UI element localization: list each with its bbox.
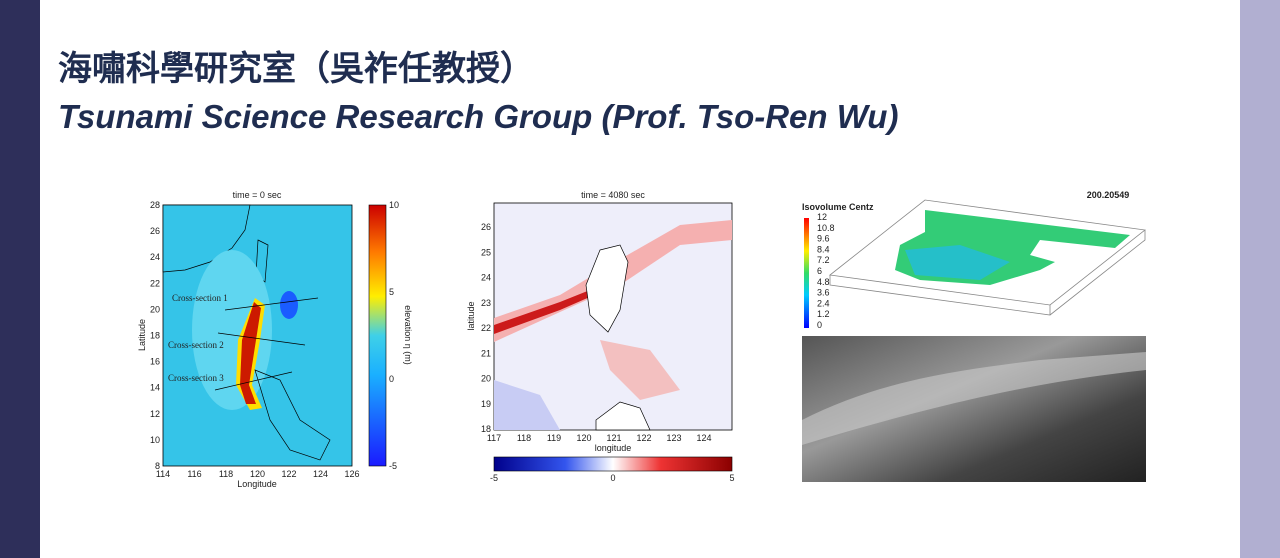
section-line [217, 332, 306, 346]
x-label: longitude [595, 443, 632, 453]
legend-tick: 7.2 [817, 255, 830, 265]
y-label: Latitude [137, 319, 147, 351]
wave-red [240, 302, 261, 404]
y-tick-label: 8 [155, 461, 160, 471]
figure-title: time = 0 sec [233, 190, 282, 200]
x-tick-label: 118 [517, 433, 531, 443]
colorbar-tick: 0 [610, 473, 615, 483]
legend-tick: 8.4 [817, 244, 830, 254]
taiwan [585, 244, 629, 333]
x-tick-label: 121 [606, 433, 621, 443]
x-tick-label: 123 [666, 433, 681, 443]
section-line [214, 371, 293, 391]
colorbar-tick: 5 [729, 473, 734, 483]
legend-tick: 1.2 [817, 309, 830, 319]
y-tick-label: 20 [481, 374, 491, 384]
luzon [595, 401, 651, 431]
legend-tick: 12 [817, 212, 827, 222]
x-tick-label: 118 [219, 469, 233, 479]
y-tick-label: 14 [150, 383, 160, 393]
figure-title: time = 4080 sec [581, 190, 645, 200]
wave-blue [280, 291, 298, 319]
photo-detail [802, 352, 1146, 445]
y-tick-label: 26 [150, 226, 160, 236]
colorbar [368, 204, 387, 467]
y-tick-label: 26 [481, 222, 491, 232]
legend-bar [804, 218, 809, 328]
colorbar-tick: 0 [389, 374, 394, 384]
annotation: Cross-section 3 [168, 373, 224, 383]
legend-tick: 10.8 [817, 223, 835, 233]
section-line [224, 297, 319, 311]
x-tick-label: 120 [250, 469, 265, 479]
x-tick-label: 120 [576, 433, 591, 443]
colorbar-tick: 10 [389, 200, 399, 210]
y-tick-label: 22 [150, 278, 160, 288]
x-tick-label: 122 [636, 433, 651, 443]
x-tick-label: 116 [187, 469, 201, 479]
y-tick-label: 28 [150, 200, 160, 210]
islands [254, 369, 331, 461]
y-label: latitude [466, 301, 476, 330]
colorbar-tick: -5 [490, 473, 498, 483]
y-tick-label: 18 [481, 424, 491, 434]
y-tick-label: 24 [150, 252, 160, 262]
x-tick-label: 119 [547, 433, 561, 443]
legend-tick: 6 [817, 266, 822, 276]
y-tick-label: 20 [150, 304, 160, 314]
y-tick-label: 12 [150, 409, 160, 419]
colorbar-label: elevation η (m) [403, 305, 413, 365]
legend-tick: 2.4 [817, 298, 830, 308]
title-en: Tsunami Science Research Group (Prof. Ts… [58, 98, 898, 135]
legend-tick: 9.6 [817, 234, 830, 244]
title-zh: 海嘯科學研究室（吳祚任教授） [58, 49, 534, 88]
figure-title: 200.20549 [1087, 190, 1130, 200]
y-tick-label: 23 [481, 298, 491, 308]
isovolume-blue [905, 245, 1010, 280]
x-tick-label: 126 [344, 469, 359, 479]
figure-2 [493, 202, 733, 472]
red-patch [600, 340, 680, 400]
legend-tick: 3.6 [817, 288, 830, 298]
x-tick-label: 122 [281, 469, 296, 479]
y-tick-label: 10 [150, 435, 160, 445]
x-tick-label: 117 [487, 433, 501, 443]
legend-title: Isovolume Centz [802, 202, 874, 212]
red-band [494, 290, 592, 334]
y-tick-label: 18 [150, 331, 160, 341]
figure-3 [802, 199, 1146, 482]
colorbar [493, 456, 733, 472]
model-box-side [829, 230, 1146, 316]
y-tick-label: 19 [481, 399, 491, 409]
legend-tick: 4.8 [817, 277, 830, 287]
figure-1 [162, 204, 387, 467]
annotation: Cross-section 1 [172, 293, 228, 303]
y-tick-label: 24 [481, 273, 491, 283]
x-tick-label: 124 [696, 433, 711, 443]
y-tick-label: 21 [481, 348, 491, 358]
left-band [0, 0, 40, 558]
blue-patch [494, 380, 560, 430]
y-tick-label: 22 [481, 323, 491, 333]
y-tick-label: 25 [481, 247, 491, 257]
colorbar-tick: -5 [389, 461, 397, 471]
annotation: Cross-section 2 [168, 340, 224, 350]
x-tick-label: 114 [156, 469, 170, 479]
y-tick-label: 16 [150, 357, 160, 367]
x-label: Longitude [237, 479, 277, 489]
x-tick-label: 124 [313, 469, 328, 479]
legend-tick: 0 [817, 320, 822, 330]
right-band [1240, 0, 1280, 558]
colorbar-tick: 5 [389, 287, 394, 297]
